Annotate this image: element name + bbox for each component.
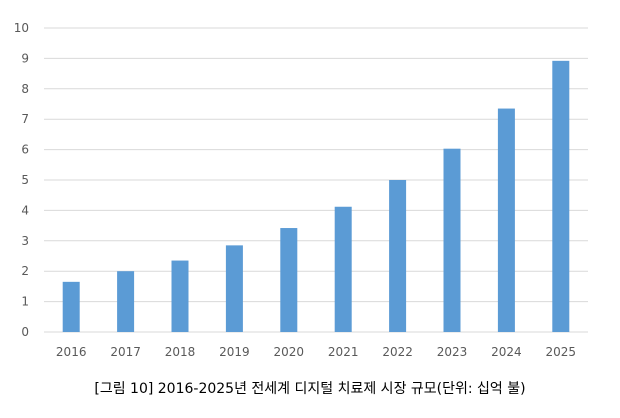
y-tick-label: 7 xyxy=(21,112,29,126)
x-tick-label: 2025 xyxy=(546,345,577,359)
chart-caption: [그림 10] 2016-2025년 전세계 디지털 치료제 시장 규모(단위:… xyxy=(94,381,525,397)
x-tick-label: 2022 xyxy=(382,345,413,359)
x-tick-label: 2024 xyxy=(491,345,522,359)
bar-2024 xyxy=(497,108,515,332)
y-tick-label: 6 xyxy=(21,143,29,157)
bar-2019 xyxy=(225,245,243,332)
y-tick-label: 8 xyxy=(21,82,29,96)
bar-2017 xyxy=(117,271,135,332)
x-tick-label: 2019 xyxy=(219,345,250,359)
y-tick-label: 9 xyxy=(21,51,29,65)
bars xyxy=(62,60,570,332)
bar-2022 xyxy=(389,180,407,332)
bar-2023 xyxy=(443,148,461,332)
bar-2018 xyxy=(171,260,189,332)
bar-2021 xyxy=(334,206,352,332)
x-tick-label: 2021 xyxy=(328,345,359,359)
y-tick-label: 0 xyxy=(21,325,29,339)
y-axis-ticks: 0 1 2 3 4 5 6 7 8 9 10 xyxy=(14,21,29,339)
bar-2020 xyxy=(280,228,298,332)
bar-2016 xyxy=(62,281,80,332)
y-tick-label: 2 xyxy=(21,264,29,278)
x-tick-label: 2016 xyxy=(56,345,87,359)
y-tick-label: 3 xyxy=(21,234,29,248)
x-tick-label: 2020 xyxy=(274,345,305,359)
y-tick-label: 5 xyxy=(21,173,29,187)
x-tick-label: 2023 xyxy=(437,345,468,359)
gridlines xyxy=(44,27,588,333)
y-tick-label: 10 xyxy=(14,21,29,35)
bar-2025 xyxy=(552,60,570,332)
x-tick-label: 2018 xyxy=(165,345,196,359)
y-tick-label: 4 xyxy=(21,203,29,217)
y-tick-label: 1 xyxy=(21,295,29,309)
x-tick-label: 2017 xyxy=(110,345,141,359)
x-axis-ticks: 2016 2017 2018 2019 2020 2021 2022 2023 2024 2025 xyxy=(56,345,576,359)
